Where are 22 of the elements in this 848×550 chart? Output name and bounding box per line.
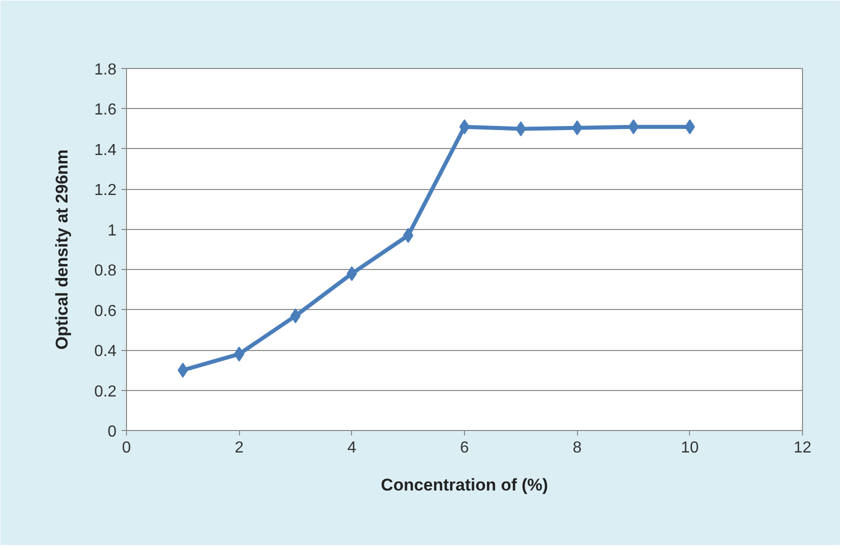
point <box>459 119 470 134</box>
y-tick-label: 0.6 <box>94 302 117 320</box>
x-axis-title: Concentration of (%) <box>380 476 548 494</box>
y-tick-label: 0.4 <box>94 343 117 360</box>
x-tick-label: 6 <box>460 440 470 456</box>
point <box>290 308 301 324</box>
y-axis-title: Optical density at 296nm <box>52 149 72 350</box>
y-tick-label: 1.2 <box>94 182 117 200</box>
y-tick-label: 1.8 <box>94 62 117 78</box>
y-tick-label: 0 <box>108 424 117 440</box>
y-tick-label: 1 <box>108 222 117 240</box>
x-tick-label: 8 <box>572 440 582 456</box>
x-tick-label: 0 <box>122 440 132 456</box>
x-tick-label: 2 <box>234 440 244 456</box>
x-tick-label: 10 <box>680 440 699 456</box>
point <box>628 119 639 134</box>
x-tick-label: 4 <box>347 440 356 456</box>
y-tick-label: 0.8 <box>94 262 117 280</box>
y-tick-label: 1.4 <box>94 142 117 159</box>
y-tick-label: 1.6 <box>94 102 117 119</box>
x-tick-label: 12 <box>794 440 812 456</box>
y-tick-label: 0.2 <box>94 383 117 400</box>
